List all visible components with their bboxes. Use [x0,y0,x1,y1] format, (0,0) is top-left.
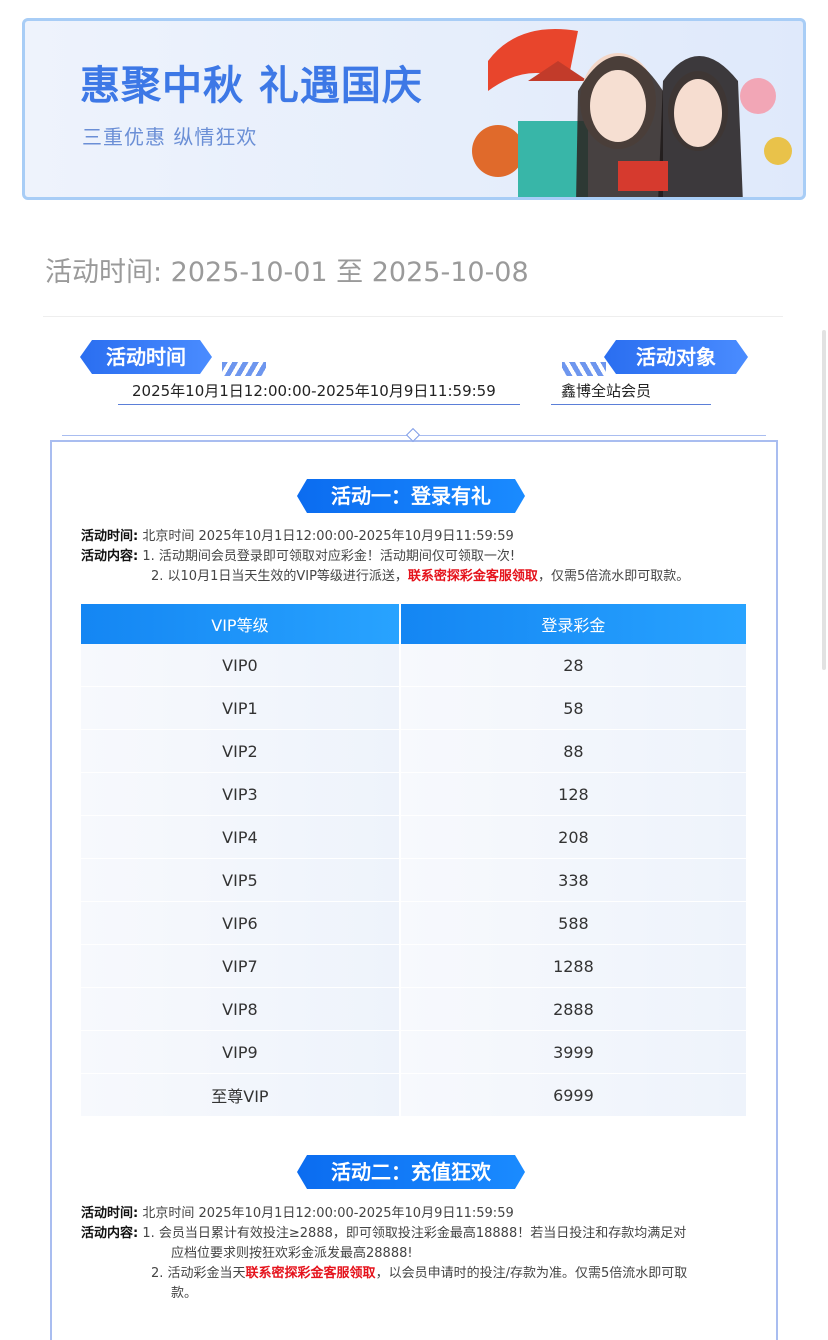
activity2-info: 活动时间: 北京时间 2025年10月1日12:00:00-2025年10月9日… [81,1204,687,1304]
contact-support-link[interactable]: 联系密探彩金客服领取 [245,1266,376,1281]
bonus-cell: 58 [400,687,746,730]
vip-level-cell: 至尊VIP [81,1074,401,1117]
time-label: 活动时间: [81,529,139,544]
table-row: VIP3 128 [81,773,746,816]
vip-level-cell: VIP4 [81,816,401,859]
vip-level-cell: VIP0 [81,644,401,687]
bonus-cell: 338 [400,859,746,902]
activity-target-value: 鑫博全站会员 [551,377,711,405]
vip-level-cell: VIP5 [81,859,401,902]
content-item-1: 1. 活动期间会员登录即可领取对应彩金！活动期间仅可领取一次! [142,549,516,564]
vip-level-cell: VIP2 [81,730,401,773]
vip-level-cell: VIP7 [81,945,401,988]
table-row: VIP1 58 [81,687,746,730]
table-row: VIP7 1288 [81,945,746,988]
table-row: VIP2 88 [81,730,746,773]
activity1-title: 活动一：登录有礼 [297,479,525,513]
bonus-cell: 2888 [400,988,746,1031]
bonus-cell: 88 [400,730,746,773]
bonus-cell: 128 [400,773,746,816]
vip-bonus-table: VIP等级 登录彩金 VIP0 28 VIP1 58 VIP2 88 VIP3 128 VIP4… [81,604,746,1117]
header-vip-level: VIP等级 [81,604,401,644]
scrollbar[interactable] [822,330,826,670]
vip-level-cell: VIP1 [81,687,401,730]
time-value: 北京时间 2025年10月1日12:00:00-2025年10月9日11:59:… [142,529,514,544]
activity-date-heading: 活动时间: 2025-10-01 至 2025-10-08 [45,257,529,288]
divider [43,316,783,317]
time-value: 北京时间 2025年10月1日12:00:00-2025年10月9日11:59:… [142,1206,514,1221]
tag-activity-time: 活动时间 [80,340,212,374]
activity2-title: 活动二：充值狂欢 [297,1155,525,1189]
vip-level-cell: VIP3 [81,773,401,816]
banner-subtitle: 三重优惠 纵情狂欢 [82,125,258,149]
table-row: VIP8 2888 [81,988,746,1031]
vip-level-cell: VIP8 [81,988,401,1031]
content-label: 活动内容: [81,549,139,564]
content-item-2: 2. 活动彩金当天 [151,1266,246,1281]
table-row: VIP6 588 [81,902,746,945]
content-item-2-end: ，仅需5倍流水即可取款。 [537,569,690,584]
bonus-cell: 1288 [400,945,746,988]
tag-activity-target: 活动对象 [604,340,748,374]
banner-title: 惠聚中秋 礼遇国庆 [80,63,423,109]
contact-support-link[interactable]: 联系密探彩金客服领取 [407,569,538,584]
stripe-decoration [562,362,606,376]
content-item-2-end: ，以会员申请时的投注/存款为准。仅需5倍流水即可取 [375,1266,688,1281]
table-row: 至尊VIP 6999 [81,1074,746,1117]
table-row: VIP9 3999 [81,1031,746,1074]
stripe-decoration [222,362,266,376]
promo-banner[interactable]: 惠聚中秋 礼遇国庆 三重优惠 纵情狂欢 [22,18,806,200]
banner-illustration [472,29,792,197]
bonus-cell: 28 [400,644,746,687]
header-login-bonus: 登录彩金 [400,604,746,644]
vip-level-cell: VIP9 [81,1031,401,1074]
content-item-1: 1. 会员当日累计有效投注≥2888，即可领取投注彩金最高18888！若当日投注… [142,1226,687,1241]
content-item-2-cont: 款。 [171,1286,198,1301]
table-row: VIP0 28 [81,644,746,687]
bonus-cell: 208 [400,816,746,859]
bonus-cell: 588 [400,902,746,945]
content-item-1-cont: 应档位要求则按狂欢彩金派发最高28888! [171,1246,413,1261]
activity1-info: 活动时间: 北京时间 2025年10月1日12:00:00-2025年10月9日… [81,527,689,587]
vip-level-cell: VIP6 [81,902,401,945]
table-row: VIP5 338 [81,859,746,902]
content-label: 活动内容: [81,1226,139,1241]
activity-time-value: 2025年10月1日12:00:00-2025年10月9日11:59:59 [118,377,520,405]
bonus-cell: 6999 [400,1074,746,1117]
content-item-2: 2. 以10月1日当天生效的VIP等级进行派送， [151,569,408,584]
bonus-cell: 3999 [400,1031,746,1074]
table-row: VIP4 208 [81,816,746,859]
time-label: 活动时间: [81,1206,139,1221]
